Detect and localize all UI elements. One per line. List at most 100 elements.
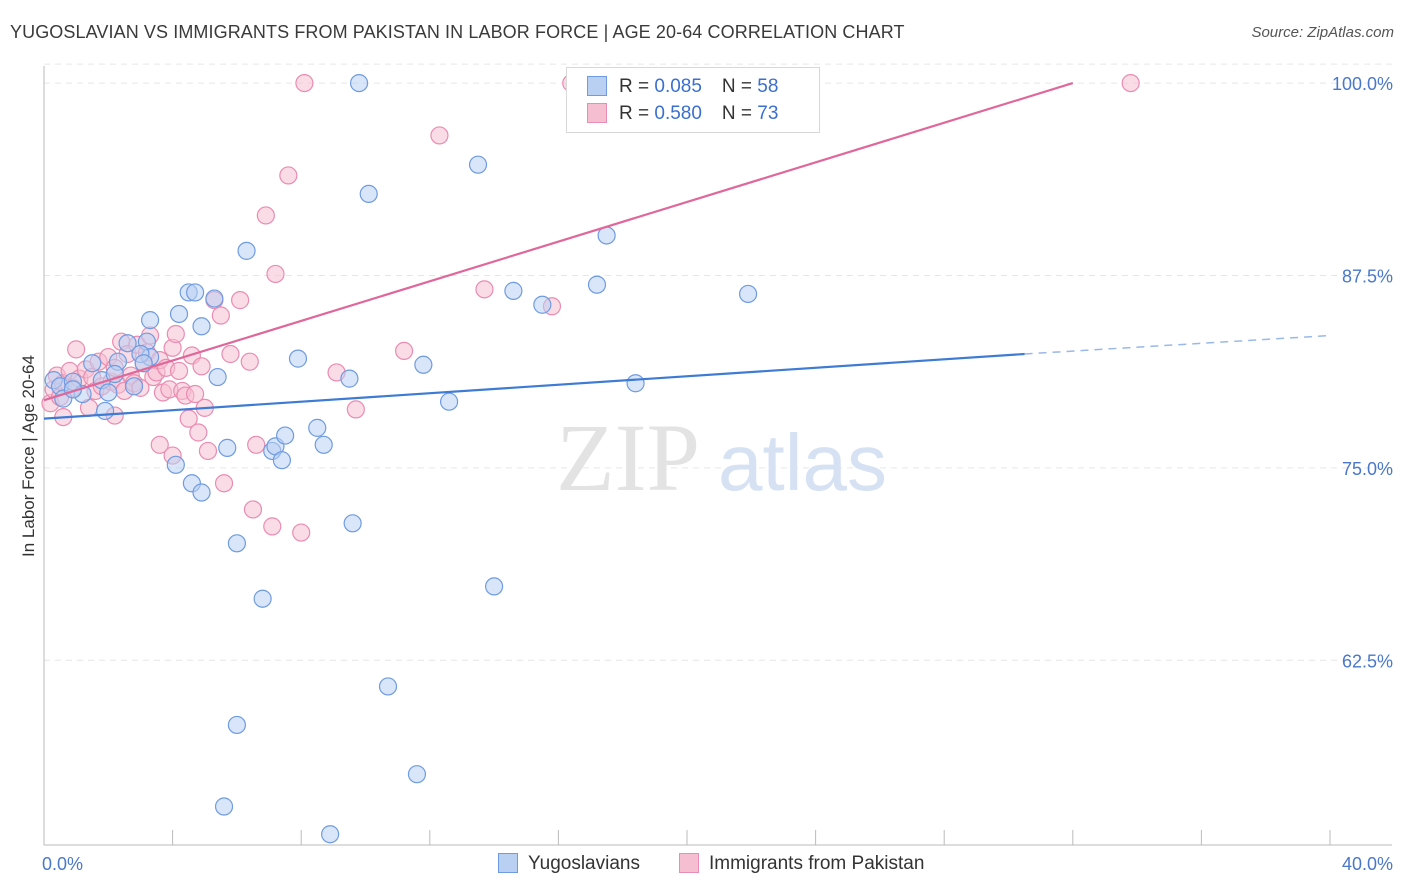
pakistan-point: [221, 344, 240, 364]
y-axis-label: In Labor Force | Age 20-64: [19, 355, 38, 557]
watermark: ZIP atlas: [556, 404, 887, 511]
x-tick-label: 40.0%: [1342, 854, 1393, 874]
yugoslavian-point: [124, 377, 144, 396]
y-tick-label: 62.5%: [1342, 651, 1393, 671]
yugoslavian-point: [227, 534, 246, 553]
correlation-legend: R = 0.085 N = 58 R = 0.580 N = 73: [566, 67, 820, 133]
yugoslavian-point: [468, 155, 488, 174]
pakistan-point: [394, 341, 414, 361]
x-tick-label: 0.0%: [42, 854, 83, 874]
pakistan-point: [67, 340, 86, 359]
pakistan-point: [292, 523, 311, 542]
yugoslavian-point: [95, 401, 115, 421]
yugoslavian-point: [321, 825, 340, 844]
pakistan-point: [240, 352, 259, 371]
yugoslavian-point: [340, 369, 359, 388]
yugoslavian-point: [343, 514, 362, 533]
pakistan-point: [256, 206, 275, 225]
yugoslavian-point: [253, 589, 272, 608]
yugoslavian-point: [314, 435, 333, 454]
pakistan-point: [166, 324, 185, 344]
bottom-legend-yugoslavians: Yugoslavians: [498, 853, 640, 875]
pakistan-point: [169, 361, 189, 381]
pakistan-trend-line: [43, 82, 1074, 402]
pakistan-point: [475, 280, 494, 299]
pakistan-point: [279, 166, 298, 185]
pakistan-point: [263, 517, 282, 536]
yugoslavian-point: [99, 383, 118, 402]
yugoslavian-trend-extension: [1024, 334, 1331, 355]
yugoslavian-point: [308, 418, 327, 437]
yugoslavian-point: [407, 765, 427, 784]
pakistan-point: [231, 291, 250, 310]
axes: [43, 66, 1392, 846]
legend-n-value: 58: [757, 76, 779, 97]
legend-n-value: 73: [757, 103, 779, 124]
bottom-legend-swatch-blue: [498, 853, 518, 873]
yugoslavian-point: [140, 311, 160, 330]
x-tick-labels: 0.0% 40.0%: [42, 854, 1393, 874]
yugoslavian-trend-line: [43, 352, 1025, 420]
pakistan-point: [211, 306, 230, 325]
legend-r-value: 0.085: [654, 76, 702, 97]
bottom-legend-pakistan: Immigrants from Pakistan: [679, 853, 924, 875]
y-tick-label: 87.5%: [1342, 266, 1393, 286]
pakistan-point: [247, 435, 266, 454]
yugoslavian-point: [227, 715, 246, 735]
legend-swatch-blue: [587, 76, 607, 96]
pakistan-point: [266, 264, 285, 284]
yugoslavian-point: [214, 797, 234, 816]
pakistan-point: [346, 400, 365, 419]
pakistan-point: [198, 441, 218, 461]
pakistan-point: [295, 73, 314, 93]
pakistan-point: [430, 126, 449, 145]
yugoslavian-point: [192, 317, 211, 336]
yugoslavian-point: [208, 367, 227, 387]
trend-lines: [43, 82, 1331, 420]
yugoslavian-point: [485, 577, 504, 596]
yugoslavian-point: [738, 284, 758, 304]
pakistan-point: [150, 435, 169, 454]
yugoslavian-point: [626, 374, 645, 393]
yugoslavian-point: [169, 304, 189, 324]
y-tick-label: 100.0%: [1332, 74, 1393, 94]
chart-source: Source: ZipAtlas.com: [1251, 24, 1394, 41]
watermark-atlas: atlas: [718, 418, 887, 507]
yugoslavian-point: [105, 364, 124, 384]
legend-r-value: 0.580: [654, 103, 702, 124]
pakistan-point: [186, 384, 205, 404]
pakistan-point: [243, 500, 263, 519]
yugoslavian-point: [186, 283, 205, 302]
pakistan-point: [214, 474, 234, 493]
yugoslavian-point: [378, 677, 398, 696]
legend-swatch-pink: [587, 103, 607, 123]
yugoslavian-points: [44, 73, 758, 844]
yugoslavian-point: [218, 438, 237, 457]
watermark-zip: ZIP: [556, 404, 700, 511]
yugoslavian-point: [349, 73, 369, 93]
yugoslavian-point: [587, 275, 607, 294]
yugoslavian-point: [533, 295, 552, 314]
yugoslavian-point: [205, 289, 224, 308]
yugoslavian-point: [276, 426, 295, 445]
y-tick-labels: 62.5% 75.0% 87.5% 100.0%: [1332, 74, 1393, 671]
yugoslavian-point: [359, 184, 378, 204]
yugoslavian-point: [237, 241, 256, 260]
pakistan-point: [1121, 73, 1140, 93]
yugoslavian-point: [288, 349, 308, 368]
bottom-legend-swatch-pink: [679, 853, 699, 873]
yugoslavian-point: [192, 483, 211, 502]
legend-row-yugoslavians: R = 0.085 N = 58: [587, 76, 778, 100]
yugoslavian-point: [166, 455, 185, 474]
pakistan-point: [192, 357, 211, 376]
y-tick-label: 75.0%: [1342, 459, 1393, 479]
yugoslavian-point: [504, 281, 523, 300]
yugoslavian-point: [272, 451, 292, 470]
yugoslavian-point: [118, 334, 137, 353]
yugoslavian-point: [414, 355, 433, 374]
legend-row-pakistan: R = 0.580 N = 73: [587, 103, 778, 127]
yugoslavian-point: [439, 392, 459, 411]
chart-title: YUGOSLAVIAN VS IMMIGRANTS FROM PAKISTAN …: [10, 22, 905, 42]
pakistan-point: [189, 423, 208, 442]
